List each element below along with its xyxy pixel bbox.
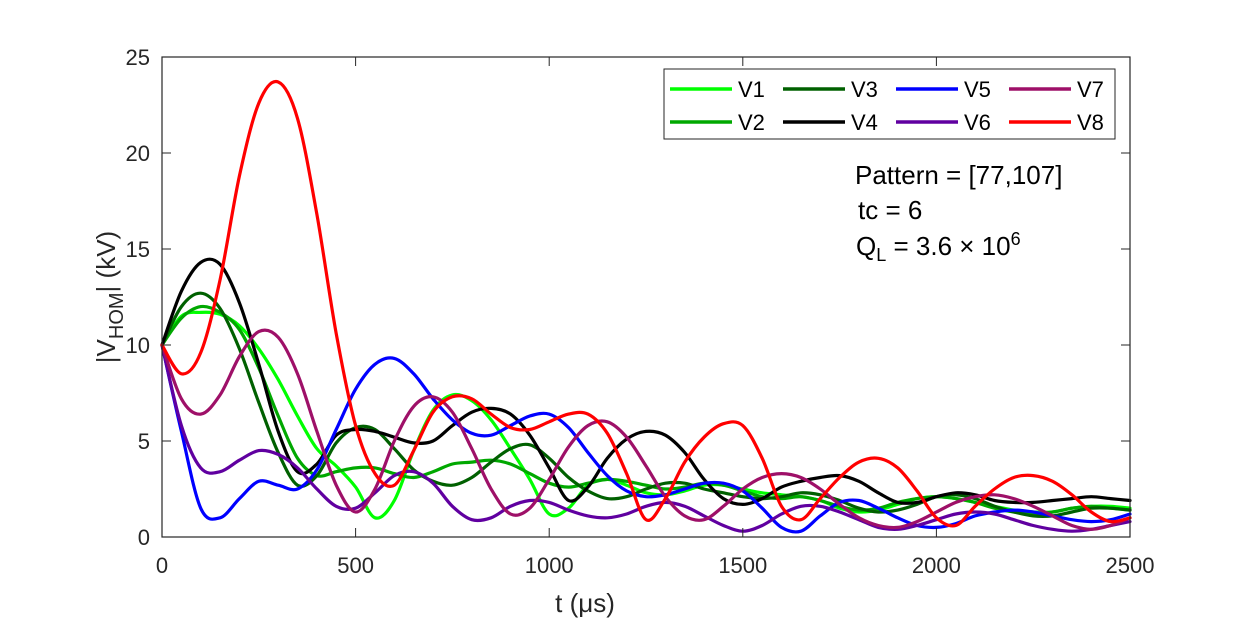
x-axis-label: t (μs): [555, 588, 615, 618]
ql-prefix: Q: [856, 231, 876, 261]
ql-mid: = 3.6 × 10: [886, 231, 1010, 261]
legend-label-v6: V6: [964, 110, 991, 135]
legend-label-v1: V1: [738, 77, 765, 102]
series-line-v2: [160, 304, 1132, 516]
legend-label-v3: V3: [851, 77, 878, 102]
legend-box: [663, 68, 1116, 140]
ql-subscript: L: [876, 245, 886, 265]
y-tick-label: 15: [126, 237, 150, 262]
tc-annotation: tc = 6: [858, 195, 922, 225]
y-axis-label-subscript: HOM: [106, 292, 128, 339]
pattern-annotation: Pattern = [77,107]: [855, 160, 1062, 190]
series-layer: [160, 79, 1132, 534]
y-axis-label-main: |V: [91, 338, 121, 363]
series-line-v4: [160, 257, 1132, 506]
legend-label-v8: V8: [1077, 110, 1104, 135]
x-tick-label: 2000: [912, 553, 961, 578]
y-axis-ticks: 0 5 10 15 20 25: [126, 45, 1130, 550]
series-line-v5: [160, 343, 1132, 534]
legend-label-v5: V5: [964, 77, 991, 102]
ql-annotation: QL = 3.6 × 106: [856, 229, 1021, 265]
legend-label-v2: V2: [738, 110, 765, 135]
axes-box: [161, 56, 1131, 538]
y-axis-label-tail: | (kV): [91, 231, 121, 293]
y-axis-label: |VHOM| (kV): [91, 231, 128, 363]
y-tick-label: 10: [126, 333, 150, 358]
y-tick-label: 5: [138, 429, 150, 454]
y-tick-label: 25: [126, 45, 150, 70]
series-line-v7: [160, 328, 1132, 531]
legend-label-v7: V7: [1077, 77, 1104, 102]
y-tick-label: 0: [138, 525, 150, 550]
y-tick-label: 20: [126, 141, 150, 166]
legend-entries: V1 V2 V3 V4 V5 V6 V7 V8: [670, 77, 1104, 135]
series-line-v8: [160, 79, 1132, 528]
parameter-annotations: Pattern = [77,107] tc = 6 QL = 3.6 × 106: [855, 160, 1062, 265]
ql-superscript: 6: [1011, 229, 1021, 249]
x-tick-label: 1000: [525, 553, 574, 578]
legend: V1 V2 V3 V4 V5 V6 V7 V8: [663, 68, 1116, 140]
x-tick-label: 1500: [718, 553, 767, 578]
legend-label-v4: V4: [851, 110, 878, 135]
x-tick-label: 0: [156, 553, 168, 578]
x-tick-label: 500: [337, 553, 374, 578]
x-tick-label: 2500: [1106, 553, 1155, 578]
x-axis-ticks: 0 500 1000 1500 2000 2500: [156, 57, 1155, 578]
